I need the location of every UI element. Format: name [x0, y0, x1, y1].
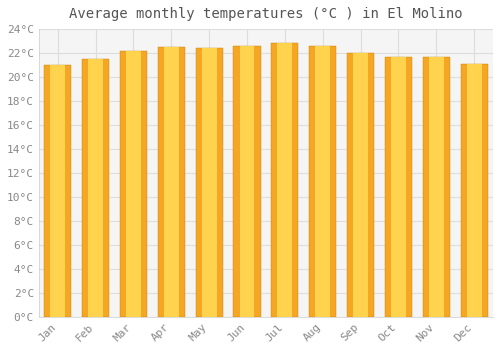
- Bar: [347, 53, 374, 317]
- Bar: [466, 64, 481, 317]
- Bar: [44, 65, 72, 317]
- Bar: [126, 51, 141, 317]
- Bar: [158, 47, 185, 317]
- Bar: [120, 51, 147, 317]
- Bar: [353, 53, 368, 317]
- Bar: [429, 57, 444, 317]
- Bar: [422, 57, 450, 317]
- Bar: [278, 43, 292, 317]
- Bar: [385, 57, 412, 317]
- Bar: [271, 43, 298, 317]
- Bar: [391, 57, 406, 317]
- Bar: [202, 48, 216, 317]
- Bar: [460, 64, 488, 317]
- Bar: [88, 59, 103, 317]
- Bar: [315, 46, 330, 317]
- Bar: [309, 46, 336, 317]
- Bar: [196, 48, 223, 317]
- Bar: [240, 46, 254, 317]
- Bar: [82, 59, 109, 317]
- Bar: [234, 46, 260, 317]
- Bar: [164, 47, 179, 317]
- Title: Average monthly temperatures (°C ) in El Molino: Average monthly temperatures (°C ) in El…: [69, 7, 462, 21]
- Bar: [50, 65, 65, 317]
